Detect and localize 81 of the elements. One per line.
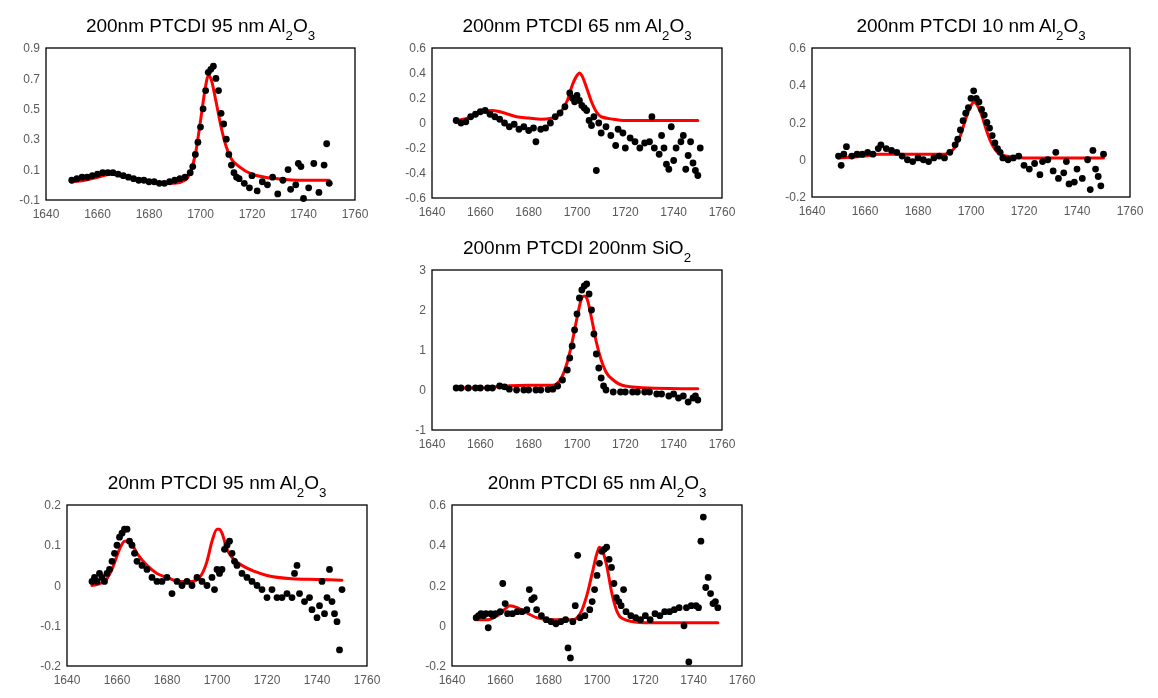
y-tick-label: 0.2 [429,578,447,593]
y-tick-label: 0.4 [789,78,807,93]
y-tick-label: 0.4 [409,66,427,81]
y-tick-label: 0.3 [23,132,41,147]
y-tick-label: 0.5 [23,102,41,116]
x-tick-label: 1700 [563,437,591,451]
y-tick-label: -0.1 [19,193,41,208]
x-tick-label: 1700 [583,673,611,687]
chart-title: 200nm PTCDI 10 nm Al$_{2}$O$_{3}$ [856,15,1086,43]
x-tick-label: 1660 [466,437,494,451]
x-tick-label: 1660 [466,205,494,219]
y-tick-label: 0.1 [44,538,62,553]
x-tick-label: 1680 [904,204,932,218]
x-tick-label: 1700 [203,673,231,687]
y-tick-label: -0.2 [785,190,807,205]
x-tick-label: 1720 [1010,204,1038,218]
y-tick-label: 0.2 [44,498,62,513]
x-tick-label: 1760 [353,673,381,687]
x-tick-label: 1680 [535,673,563,687]
x-tick-label: 1760 [341,207,369,221]
x-tick-label: 1660 [851,204,879,218]
y-tick-label: 0.6 [409,41,427,56]
x-tick-label: 1720 [238,207,266,221]
x-tick-label: 1660 [103,673,131,687]
y-tick-label: -0.1 [40,618,62,633]
y-tick-label: -1 [415,423,427,438]
x-tick-label: 1640 [438,673,466,687]
x-tick-label: 1640 [53,673,81,687]
y-tick-label: 0 [419,383,427,398]
y-tick-label: 0 [419,116,427,131]
y-tick-label: -0.2 [40,659,62,674]
x-tick-label: 1640 [418,205,446,219]
y-tick-label: -0.4 [405,166,427,181]
x-tick-label: 1680 [515,437,543,451]
x-tick-label: 1720 [611,437,639,451]
x-tick-label: 1700 [957,204,985,218]
y-tick-label: 3 [419,263,427,278]
x-tick-label: 1720 [631,673,659,687]
x-tick-label: 1680 [135,207,163,221]
x-tick-label: 1760 [708,205,736,219]
x-tick-label: 1760 [708,437,736,451]
x-tick-label: 1680 [153,673,181,687]
chart-title: 200nm PTCDI 200nm SiO$_{2}$ [462,237,692,265]
x-tick-label: 1660 [84,207,112,221]
chart-title: 20nm PTCDI 95 nm Al$_{2}$O$_{3}$ [107,472,327,500]
y-tick-label: -0.2 [425,659,447,674]
x-tick-label: 1680 [515,205,543,219]
chart-title: 20nm PTCDI 65 nm Al$_{2}$O$_{3}$ [487,472,707,500]
y-tick-label: 0 [439,618,447,633]
y-tick-label: 0.7 [23,71,41,86]
y-tick-label: 0 [799,152,807,167]
x-tick-label: 1740 [1063,204,1091,218]
x-tick-label: 1720 [611,205,639,219]
y-tick-label: 0.1 [23,162,41,177]
y-tick-label: 0.4 [429,538,447,553]
x-tick-label: 1760 [728,673,756,687]
x-tick-label: 1640 [418,437,446,451]
y-tick-label: 0.2 [789,115,807,130]
x-tick-label: 1720 [253,673,281,687]
y-tick-label: 2 [419,303,427,318]
x-tick-label: 1700 [563,205,591,219]
x-tick-label: 1740 [290,207,318,221]
x-tick-label: 1640 [798,204,826,218]
y-tick-label: -0.2 [405,141,427,156]
y-tick-label: -0.6 [405,191,427,206]
x-tick-label: 1760 [1116,204,1144,218]
y-tick-label: 0.2 [409,91,427,106]
y-tick-label: 1 [419,343,427,358]
y-tick-label: 0.6 [429,498,447,513]
x-tick-label: 1700 [187,207,215,221]
chart-title: 200nm PTCDI 95 nm Al$_{2}$O$_{3}$ [85,15,316,43]
x-tick-label: 1740 [303,673,331,687]
y-tick-label: 0 [54,578,62,593]
x-tick-label: 1660 [486,673,514,687]
chart-title: 200nm PTCDI 65 nm Al$_{2}$O$_{3}$ [462,15,692,43]
x-tick-label: 1740 [660,205,688,219]
x-tick-label: 1740 [680,673,708,687]
y-tick-label: 0.9 [23,41,41,56]
x-tick-label: 1740 [660,437,688,451]
x-tick-label: 1640 [32,207,60,221]
y-tick-label: 0.6 [789,41,807,56]
